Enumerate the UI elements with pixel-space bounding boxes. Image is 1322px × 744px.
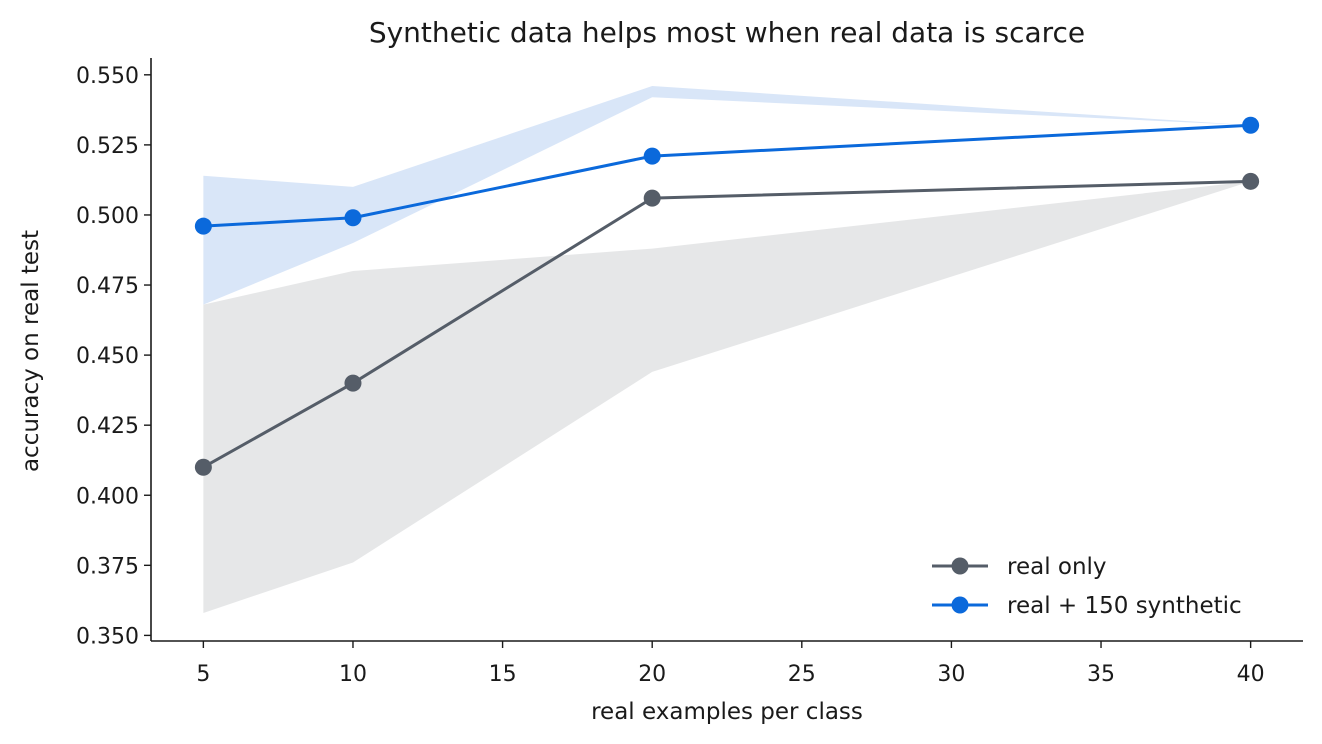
series-lines [202, 123, 1251, 469]
real-150-synthetic-band [203, 86, 1251, 305]
chart-title: Synthetic data helps most when real data… [369, 16, 1085, 49]
x-tick-label: 15 [489, 662, 517, 687]
y-axis-label: accuracy on real test [18, 230, 44, 472]
y-tick-label: 0.550 [76, 64, 139, 89]
y-tick-label: 0.450 [76, 344, 139, 369]
real-only-point [194, 458, 212, 476]
x-tick-label: 35 [1087, 662, 1115, 687]
x-tick-label: 25 [788, 662, 816, 687]
x-tick-label: 20 [638, 662, 666, 687]
confidence-bands [203, 86, 1251, 613]
y-tick-label: 0.500 [76, 204, 139, 229]
real-150-synthetic-legend-marker [951, 596, 969, 614]
y-tick-label: 0.475 [76, 274, 139, 299]
x-axis-label: real examples per class [591, 699, 863, 725]
real-only-point [344, 374, 362, 392]
real-only-point [643, 189, 661, 207]
real-150-synthetic-point [643, 147, 661, 165]
real-only-legend-marker [951, 557, 969, 575]
y-tick-label: 0.525 [76, 134, 139, 159]
real-150-synthetic-point [344, 209, 362, 227]
y-tick-label: 0.350 [76, 624, 139, 649]
y-tick-label: 0.375 [76, 554, 139, 579]
x-tick-label: 40 [1237, 662, 1265, 687]
axes [150, 58, 1303, 642]
real-only-point [1242, 172, 1260, 190]
real-only-band [203, 181, 1251, 613]
series-points [194, 116, 1260, 476]
y-ticks: 0.350 0.375 0.400 0.425 0.450 0.475 0.500 0.525… [76, 64, 151, 649]
x-tick-label: 10 [339, 662, 367, 687]
y-tick-label: 0.400 [76, 484, 139, 509]
real-only-line [202, 179, 1251, 469]
y-tick-label: 0.425 [76, 414, 139, 439]
x-tick-label: 30 [937, 662, 965, 687]
real-150-synthetic-legend-label: real + 150 synthetic [1007, 593, 1242, 619]
legend: real only real + 150 synthetic [932, 554, 1242, 619]
x-ticks: 5 10 15 20 25 30 35 40 [196, 641, 1265, 687]
real-150-synthetic-line [203, 123, 1251, 228]
x-tick-label: 5 [196, 662, 210, 687]
real-150-synthetic-point [194, 217, 212, 235]
real-150-synthetic-point [1242, 116, 1260, 134]
real-only-legend-label: real only [1007, 554, 1107, 580]
